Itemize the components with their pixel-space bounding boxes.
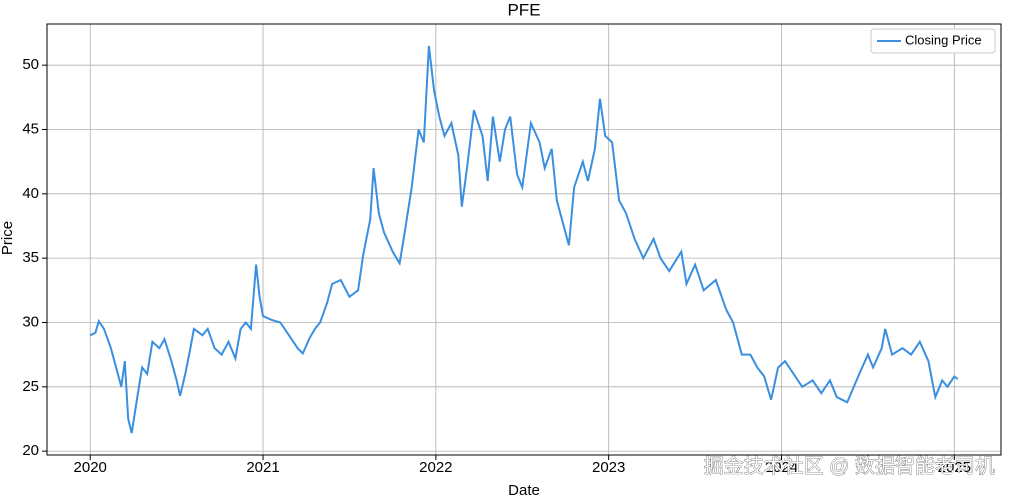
y-tick-label: 40: [22, 185, 39, 202]
x-axis-label: Date: [508, 482, 540, 499]
price-line: [89, 45, 959, 434]
y-tick-label: 45: [22, 120, 39, 137]
y-tick-label: 30: [22, 313, 39, 330]
x-tick-label: 2023: [592, 459, 625, 476]
y-tick-label: 25: [22, 378, 39, 395]
plot-frame: [46, 23, 1002, 456]
x-tick-label: 2020: [74, 459, 107, 476]
legend-label: Closing Price: [905, 32, 982, 47]
x-tick-label: 2024: [765, 459, 798, 476]
x-tick-label: 2025: [938, 459, 971, 476]
y-axis-label: Price: [0, 221, 16, 255]
x-tick-label: 2021: [246, 459, 279, 476]
legend-box: [870, 28, 996, 54]
watermark: 掘金技术社区 @ 数据智能老司机: [704, 454, 995, 477]
y-tick-label: 20: [22, 442, 39, 459]
chart-title: PFE: [507, 0, 540, 19]
y-tick-label: 50: [22, 56, 39, 73]
y-tick-label: 35: [22, 249, 39, 266]
x-tick-label: 2022: [419, 459, 452, 476]
